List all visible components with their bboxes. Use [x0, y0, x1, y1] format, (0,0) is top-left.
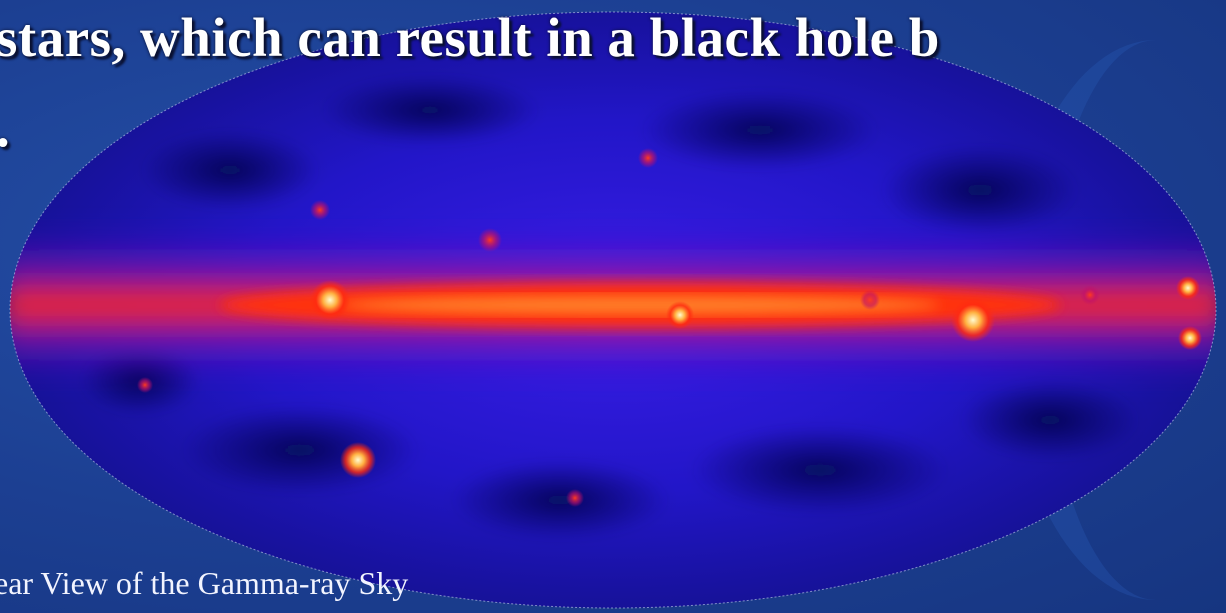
image-caption: ear View of the Gamma-ray Sky — [0, 565, 409, 601]
headline-line-2: . — [0, 100, 10, 155]
headline-line-1: stars, which can result in a black hole … — [0, 7, 940, 68]
